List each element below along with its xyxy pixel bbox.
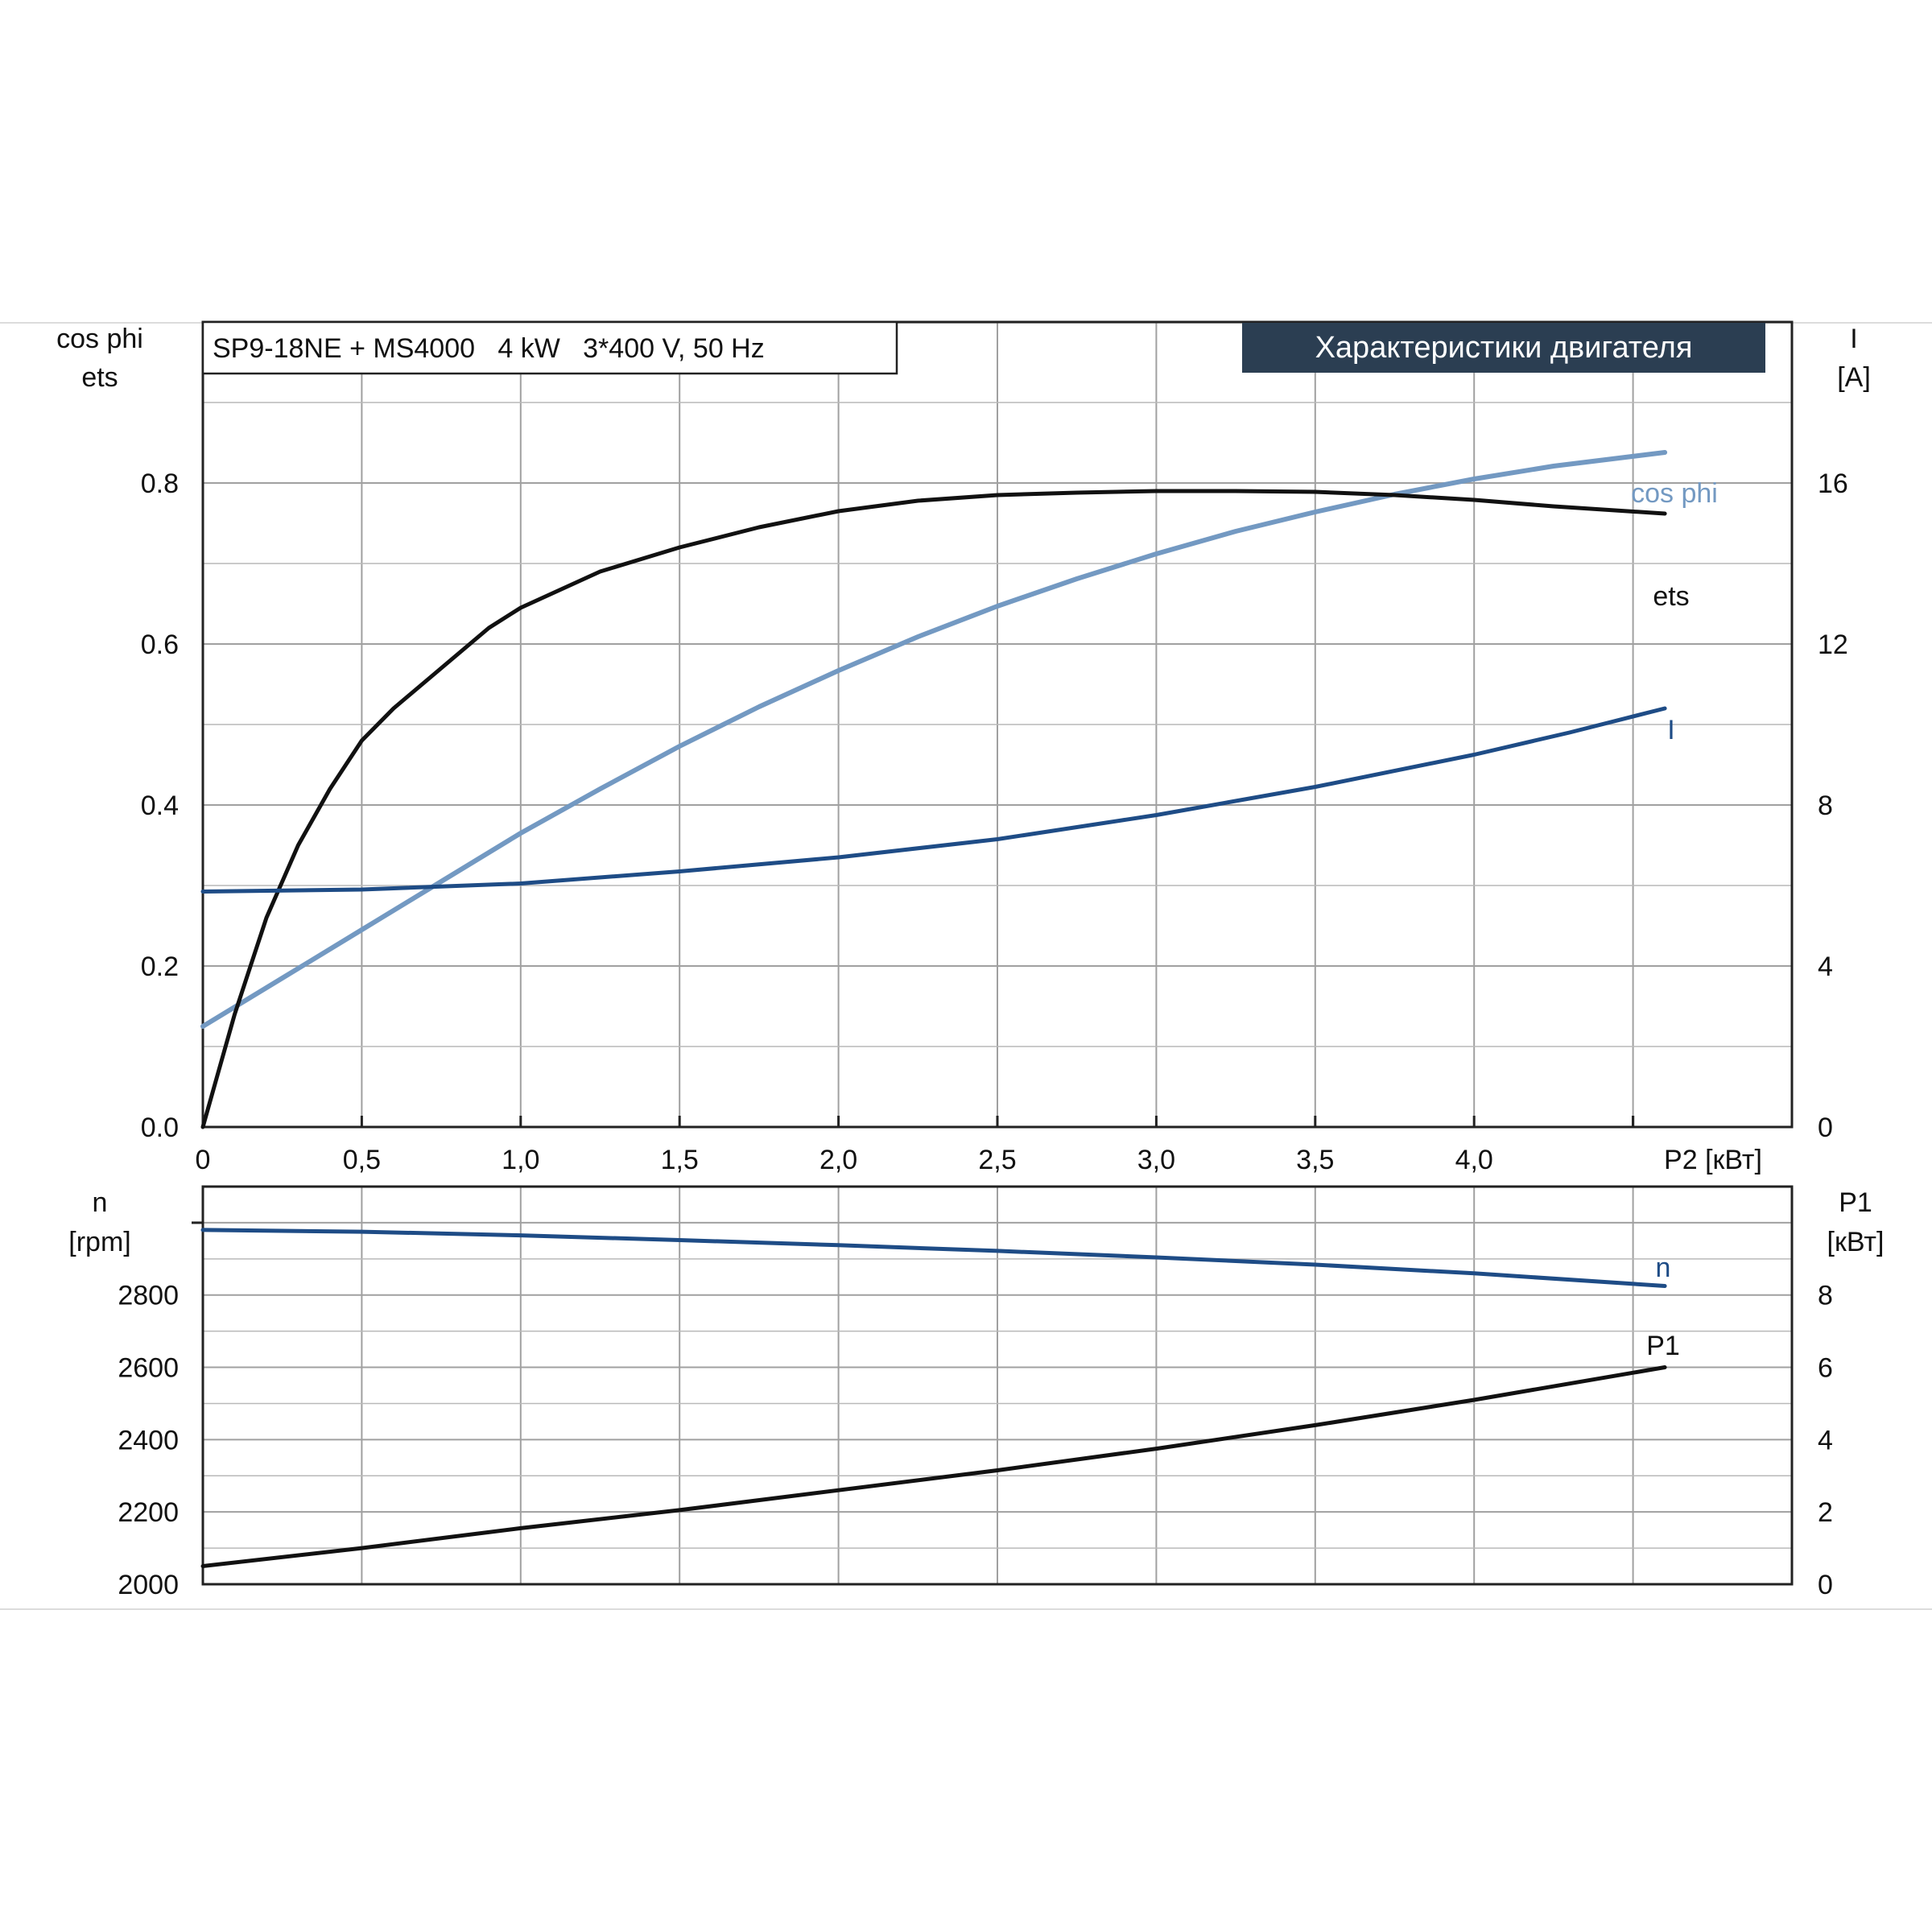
upper-right-tick-label: 12	[1818, 630, 1848, 660]
lower-left-axis-label-2: [rpm]	[68, 1227, 130, 1257]
speed-curve	[200, 1228, 1667, 1288]
lower-right-tick-label: 4	[1818, 1425, 1833, 1455]
upper-right-axis-label-2: [A]	[1837, 362, 1871, 393]
lower-grid	[203, 1187, 1792, 1584]
x-tick-label: 1,0	[502, 1145, 539, 1175]
lower-right-axis-label-2: [кВт]	[1827, 1227, 1885, 1257]
series-label-ets: ets	[1653, 581, 1689, 612]
ets-curve	[200, 489, 1667, 1129]
x-tick-label: 3,0	[1137, 1145, 1175, 1175]
model-label: SP9-18NE + MS4000 4 kW 3*400 V, 50 Hz	[213, 333, 765, 364]
x-tick-label: 3,5	[1296, 1145, 1334, 1175]
upper-right-tick-label: 0	[1818, 1113, 1833, 1143]
upper-grid	[203, 321, 1792, 1127]
title-badge	[1242, 323, 1765, 373]
upper-left-axis-label-2: ets	[81, 362, 118, 393]
lower-right-axis-label-1: P1	[1839, 1187, 1872, 1218]
model-label-box	[201, 320, 898, 375]
cos-phi-curve	[200, 450, 1668, 1029]
lower-left-tick-label: 2000	[118, 1570, 179, 1600]
upper-left-tick-label: 0.4	[141, 791, 179, 821]
lower-right-tick-label: 8	[1818, 1281, 1833, 1311]
lower-curves	[200, 1228, 1667, 1568]
lower-right-tick-label: 6	[1818, 1353, 1833, 1384]
series-label-p1: P1	[1646, 1331, 1680, 1361]
lower-left-tick-label: 2200	[118, 1497, 179, 1528]
lower-left-axis-label-1: n	[93, 1187, 108, 1218]
tick-labels: 0 0,5 1,0 1,5 2,0 2,5 3,0 3,5 4,0 0.0 0.2 0.4 0.6 0.8…	[118, 469, 1847, 1600]
upper-right-tick-label: 16	[1818, 469, 1848, 499]
upper-left-axis-label-1: cos phi	[56, 324, 143, 354]
upper-left-tick-label: 0.8	[141, 469, 179, 499]
upper-left-tick-label: 0.6	[141, 630, 179, 660]
x-tick-label: 4,0	[1455, 1145, 1493, 1175]
lower-left-tick-label: 2400	[118, 1425, 179, 1455]
series-label-cos-phi: cos phi	[1631, 478, 1718, 509]
x-axis-label: P2 [кВт]	[1664, 1145, 1762, 1175]
p1-curve	[200, 1365, 1667, 1568]
upper-right-tick-label: 4	[1818, 952, 1833, 982]
upper-right-axis-label-1: I	[1850, 324, 1857, 354]
lower-right-tick-label: 0	[1818, 1570, 1833, 1600]
x-tick-label: 2,0	[819, 1145, 857, 1175]
tick-marks	[192, 1116, 1635, 1224]
x-tick-label: 2,5	[978, 1145, 1016, 1175]
lower-left-tick-label: 2800	[118, 1281, 179, 1311]
upper-right-tick-label: 8	[1818, 791, 1833, 821]
upper-left-tick-label: 0.0	[141, 1113, 179, 1143]
upper-curves	[200, 450, 1668, 1129]
lower-left-tick-label: 2600	[118, 1353, 179, 1384]
current-curve	[200, 706, 1667, 894]
series-label-n: n	[1656, 1253, 1671, 1283]
x-tick-label: 0,5	[343, 1145, 381, 1175]
lower-right-tick-label: 2	[1818, 1497, 1833, 1528]
upper-left-tick-label: 0.2	[141, 952, 179, 982]
series-label-i: I	[1667, 715, 1674, 745]
x-tick-label: 1,5	[661, 1145, 699, 1175]
lower-plot-frame	[201, 1185, 1794, 1586]
title-badge-text: Характеристики двигателя	[1315, 331, 1693, 365]
x-tick-label: 0	[196, 1145, 211, 1175]
